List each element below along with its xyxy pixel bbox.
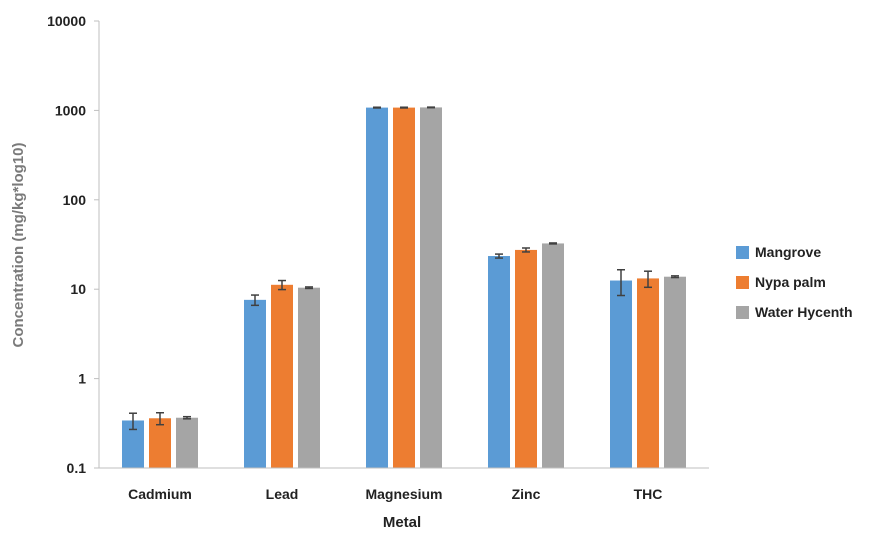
error-bar — [373, 106, 381, 109]
error-bars-group — [129, 106, 679, 431]
bar-nypa-palm-thc — [637, 278, 659, 468]
error-bar — [617, 269, 625, 297]
x-tick-label: THC — [634, 486, 663, 502]
legend-swatch — [736, 276, 749, 289]
error-bar — [495, 253, 503, 259]
bar-nypa-palm-magnesium — [393, 107, 415, 468]
x-axis-ticks: Cadmium Lead Magnesium Zinc THC — [128, 486, 662, 502]
error-bar — [129, 412, 137, 431]
error-bar — [427, 106, 435, 109]
error-bar — [251, 294, 259, 307]
y-axis-title: Concentration (mg/kg*log10) — [10, 142, 27, 347]
error-bar — [305, 286, 313, 290]
bar-mangrove-zinc — [488, 256, 510, 468]
x-axis-title: Metal — [383, 514, 421, 531]
x-tick-label: Magnesium — [365, 486, 442, 502]
bar-water-hycenth-lead — [298, 287, 320, 468]
bar-mangrove-lead — [244, 299, 266, 468]
x-tick-label: Cadmium — [128, 486, 192, 502]
bar-nypa-palm-zinc — [515, 249, 537, 468]
legend-label: Water Hycenth — [755, 304, 853, 320]
bar-water-hycenth-thc — [664, 276, 686, 468]
y-tick-label: 0.1 — [67, 460, 87, 476]
legend-label: Mangrove — [755, 244, 821, 260]
bar-nypa-palm-cadmium — [149, 418, 171, 468]
error-bar — [183, 415, 191, 420]
bar-mangrove-cadmium — [122, 420, 144, 468]
legend-label: Nypa palm — [755, 274, 826, 290]
error-bar — [400, 106, 408, 109]
bar-mangrove-magnesium — [366, 107, 388, 468]
error-bar — [644, 270, 652, 289]
y-tick-label: 10 — [70, 281, 86, 297]
bar-water-hycenth-cadmium — [176, 417, 198, 468]
bar-nypa-palm-lead — [271, 284, 293, 468]
x-tick-label: Zinc — [512, 486, 541, 502]
bars-group — [122, 107, 686, 468]
y-tick-label: 10000 — [47, 13, 86, 29]
x-tick-label: Lead — [266, 486, 299, 502]
y-tick-label: 1 — [78, 371, 86, 387]
error-bar — [549, 242, 557, 245]
y-tick-label: 100 — [63, 192, 87, 208]
bar-water-hycenth-magnesium — [420, 107, 442, 468]
legend-swatch — [736, 246, 749, 259]
bar-mangrove-thc — [610, 280, 632, 468]
error-bar — [156, 411, 164, 426]
y-axis-ticks: 0.1 1 10 100 1000 10000 — [47, 13, 99, 476]
error-bar — [522, 247, 530, 253]
error-bar — [671, 275, 679, 279]
bar-water-hycenth-zinc — [542, 243, 564, 468]
legend: Mangrove Nypa palm Water Hycenth — [736, 244, 853, 320]
error-bar — [278, 279, 286, 291]
y-tick-label: 1000 — [55, 102, 86, 118]
legend-swatch — [736, 306, 749, 319]
